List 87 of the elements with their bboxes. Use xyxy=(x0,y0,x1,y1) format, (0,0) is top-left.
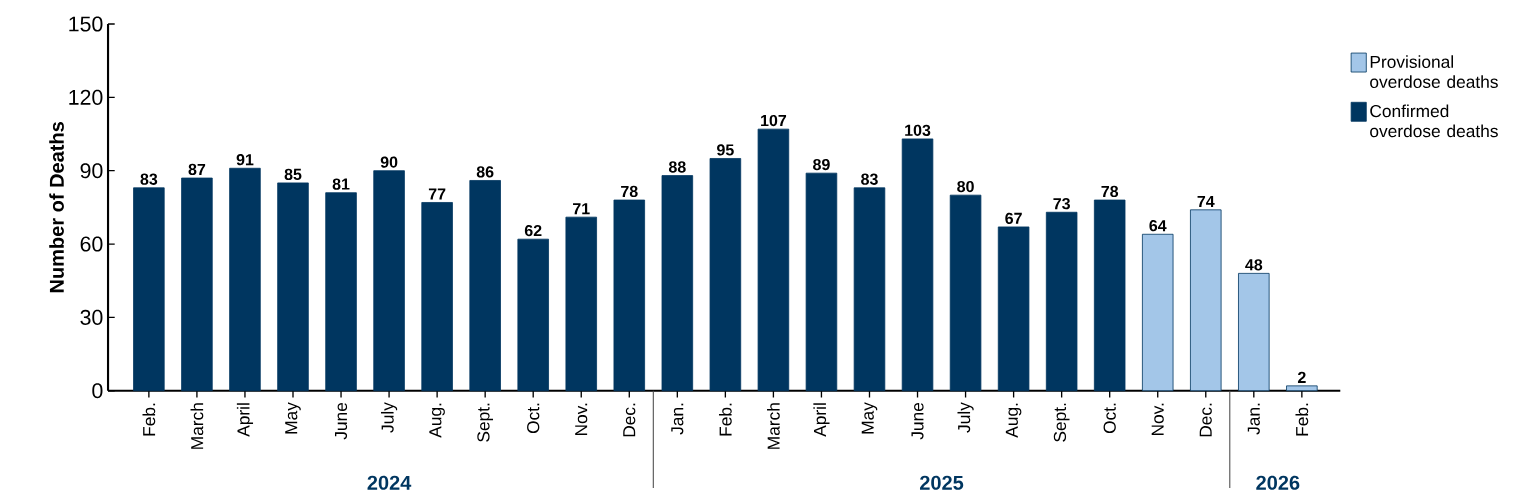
x-tick-label: Aug. xyxy=(429,403,445,438)
x-tick-label: April xyxy=(813,403,830,437)
legend-label: Confirmed overdose deaths xyxy=(1370,104,1498,138)
bar xyxy=(757,128,790,392)
bar xyxy=(373,170,405,392)
bar xyxy=(1238,272,1270,392)
bar xyxy=(853,187,886,392)
data-label: 71 xyxy=(573,203,590,215)
bar xyxy=(901,138,934,392)
bar xyxy=(277,182,309,392)
y-tick-label: 60 xyxy=(80,236,103,252)
y-tick-label: 0 xyxy=(92,383,103,399)
bar xyxy=(1190,209,1222,392)
bar xyxy=(1286,385,1318,392)
bar xyxy=(1093,199,1126,392)
x-tick-label: Sept. xyxy=(1053,403,1070,442)
x-tick-label: May xyxy=(861,402,878,434)
data-label: 86 xyxy=(476,166,494,178)
data-label: 67 xyxy=(1005,212,1022,224)
x-tick-label: June xyxy=(335,402,348,440)
y-axis-title: Number of Deaths xyxy=(49,122,64,293)
bar xyxy=(469,180,501,392)
data-label: 64 xyxy=(1149,219,1167,232)
data-label: 74 xyxy=(1197,195,1215,207)
bar xyxy=(229,167,261,392)
x-tick-label: Dec. xyxy=(1199,403,1212,437)
data-label: 90 xyxy=(380,156,398,168)
data-label: 2 xyxy=(1297,371,1306,383)
bar xyxy=(949,194,982,392)
bar xyxy=(517,238,549,392)
x-tick-label: Dec. xyxy=(623,403,636,437)
data-label: 78 xyxy=(1101,185,1119,198)
data-label: 83 xyxy=(861,173,878,185)
bar xyxy=(565,216,597,392)
text: 2025 xyxy=(919,475,964,490)
x-tick-label: March xyxy=(767,403,780,449)
x-tick-label: March xyxy=(190,403,204,449)
data-label: 78 xyxy=(621,185,638,198)
x-tick-label: Oct. xyxy=(527,403,540,434)
data-label: 81 xyxy=(332,178,350,190)
bar xyxy=(997,226,1030,392)
data-label: 73 xyxy=(1053,197,1070,210)
bar xyxy=(661,175,694,392)
x-tick-label: Jan. xyxy=(1247,403,1260,435)
bar xyxy=(421,202,453,392)
bar xyxy=(1045,211,1078,392)
y-tick-label: 90 xyxy=(80,163,103,179)
data-label: 85 xyxy=(284,168,302,180)
data-label: 103 xyxy=(905,124,931,136)
data-label: 88 xyxy=(668,161,686,173)
x-tick-label: June xyxy=(911,402,924,440)
bar xyxy=(709,158,742,392)
y-tick-label: 150 xyxy=(69,16,103,32)
x-tick-label: July xyxy=(380,402,398,433)
data-label: 62 xyxy=(524,224,542,237)
bar xyxy=(133,187,165,392)
x-tick-label: Aug. xyxy=(1005,403,1022,438)
data-label: 87 xyxy=(188,163,206,176)
data-label: 91 xyxy=(236,153,254,166)
data-label: 95 xyxy=(717,144,734,156)
x-tick-label: May xyxy=(285,402,301,434)
x-tick-label: Feb. xyxy=(142,403,156,436)
data-label: 77 xyxy=(428,188,446,200)
x-tick-label: July xyxy=(957,402,974,433)
bar xyxy=(325,192,357,392)
bar xyxy=(805,172,838,392)
y-tick-label: 30 xyxy=(80,309,103,325)
bar xyxy=(1142,233,1174,392)
data-label: 89 xyxy=(813,158,830,171)
x-tick-label: Nov. xyxy=(575,403,588,436)
text: 2026 xyxy=(1256,475,1300,490)
text: 2024 xyxy=(367,475,412,490)
x-tick-label: Oct. xyxy=(1103,403,1116,434)
x-tick-label: Jan. xyxy=(671,403,684,435)
x-tick-label: Sept. xyxy=(477,403,494,442)
x-tick-label: Feb. xyxy=(718,403,732,436)
bar xyxy=(181,177,213,392)
x-tick-label: Nov. xyxy=(1151,403,1164,436)
data-label: 48 xyxy=(1245,259,1263,271)
bar xyxy=(613,199,646,392)
data-label: 107 xyxy=(761,114,787,127)
x-tick-label: Feb. xyxy=(1295,403,1309,436)
x-tick-label: April xyxy=(236,403,254,437)
y-tick-label: 120 xyxy=(69,89,103,105)
data-label: 83 xyxy=(140,173,158,185)
legend-label: Provisional overdose deaths xyxy=(1370,55,1498,88)
data-label: 80 xyxy=(957,180,974,193)
